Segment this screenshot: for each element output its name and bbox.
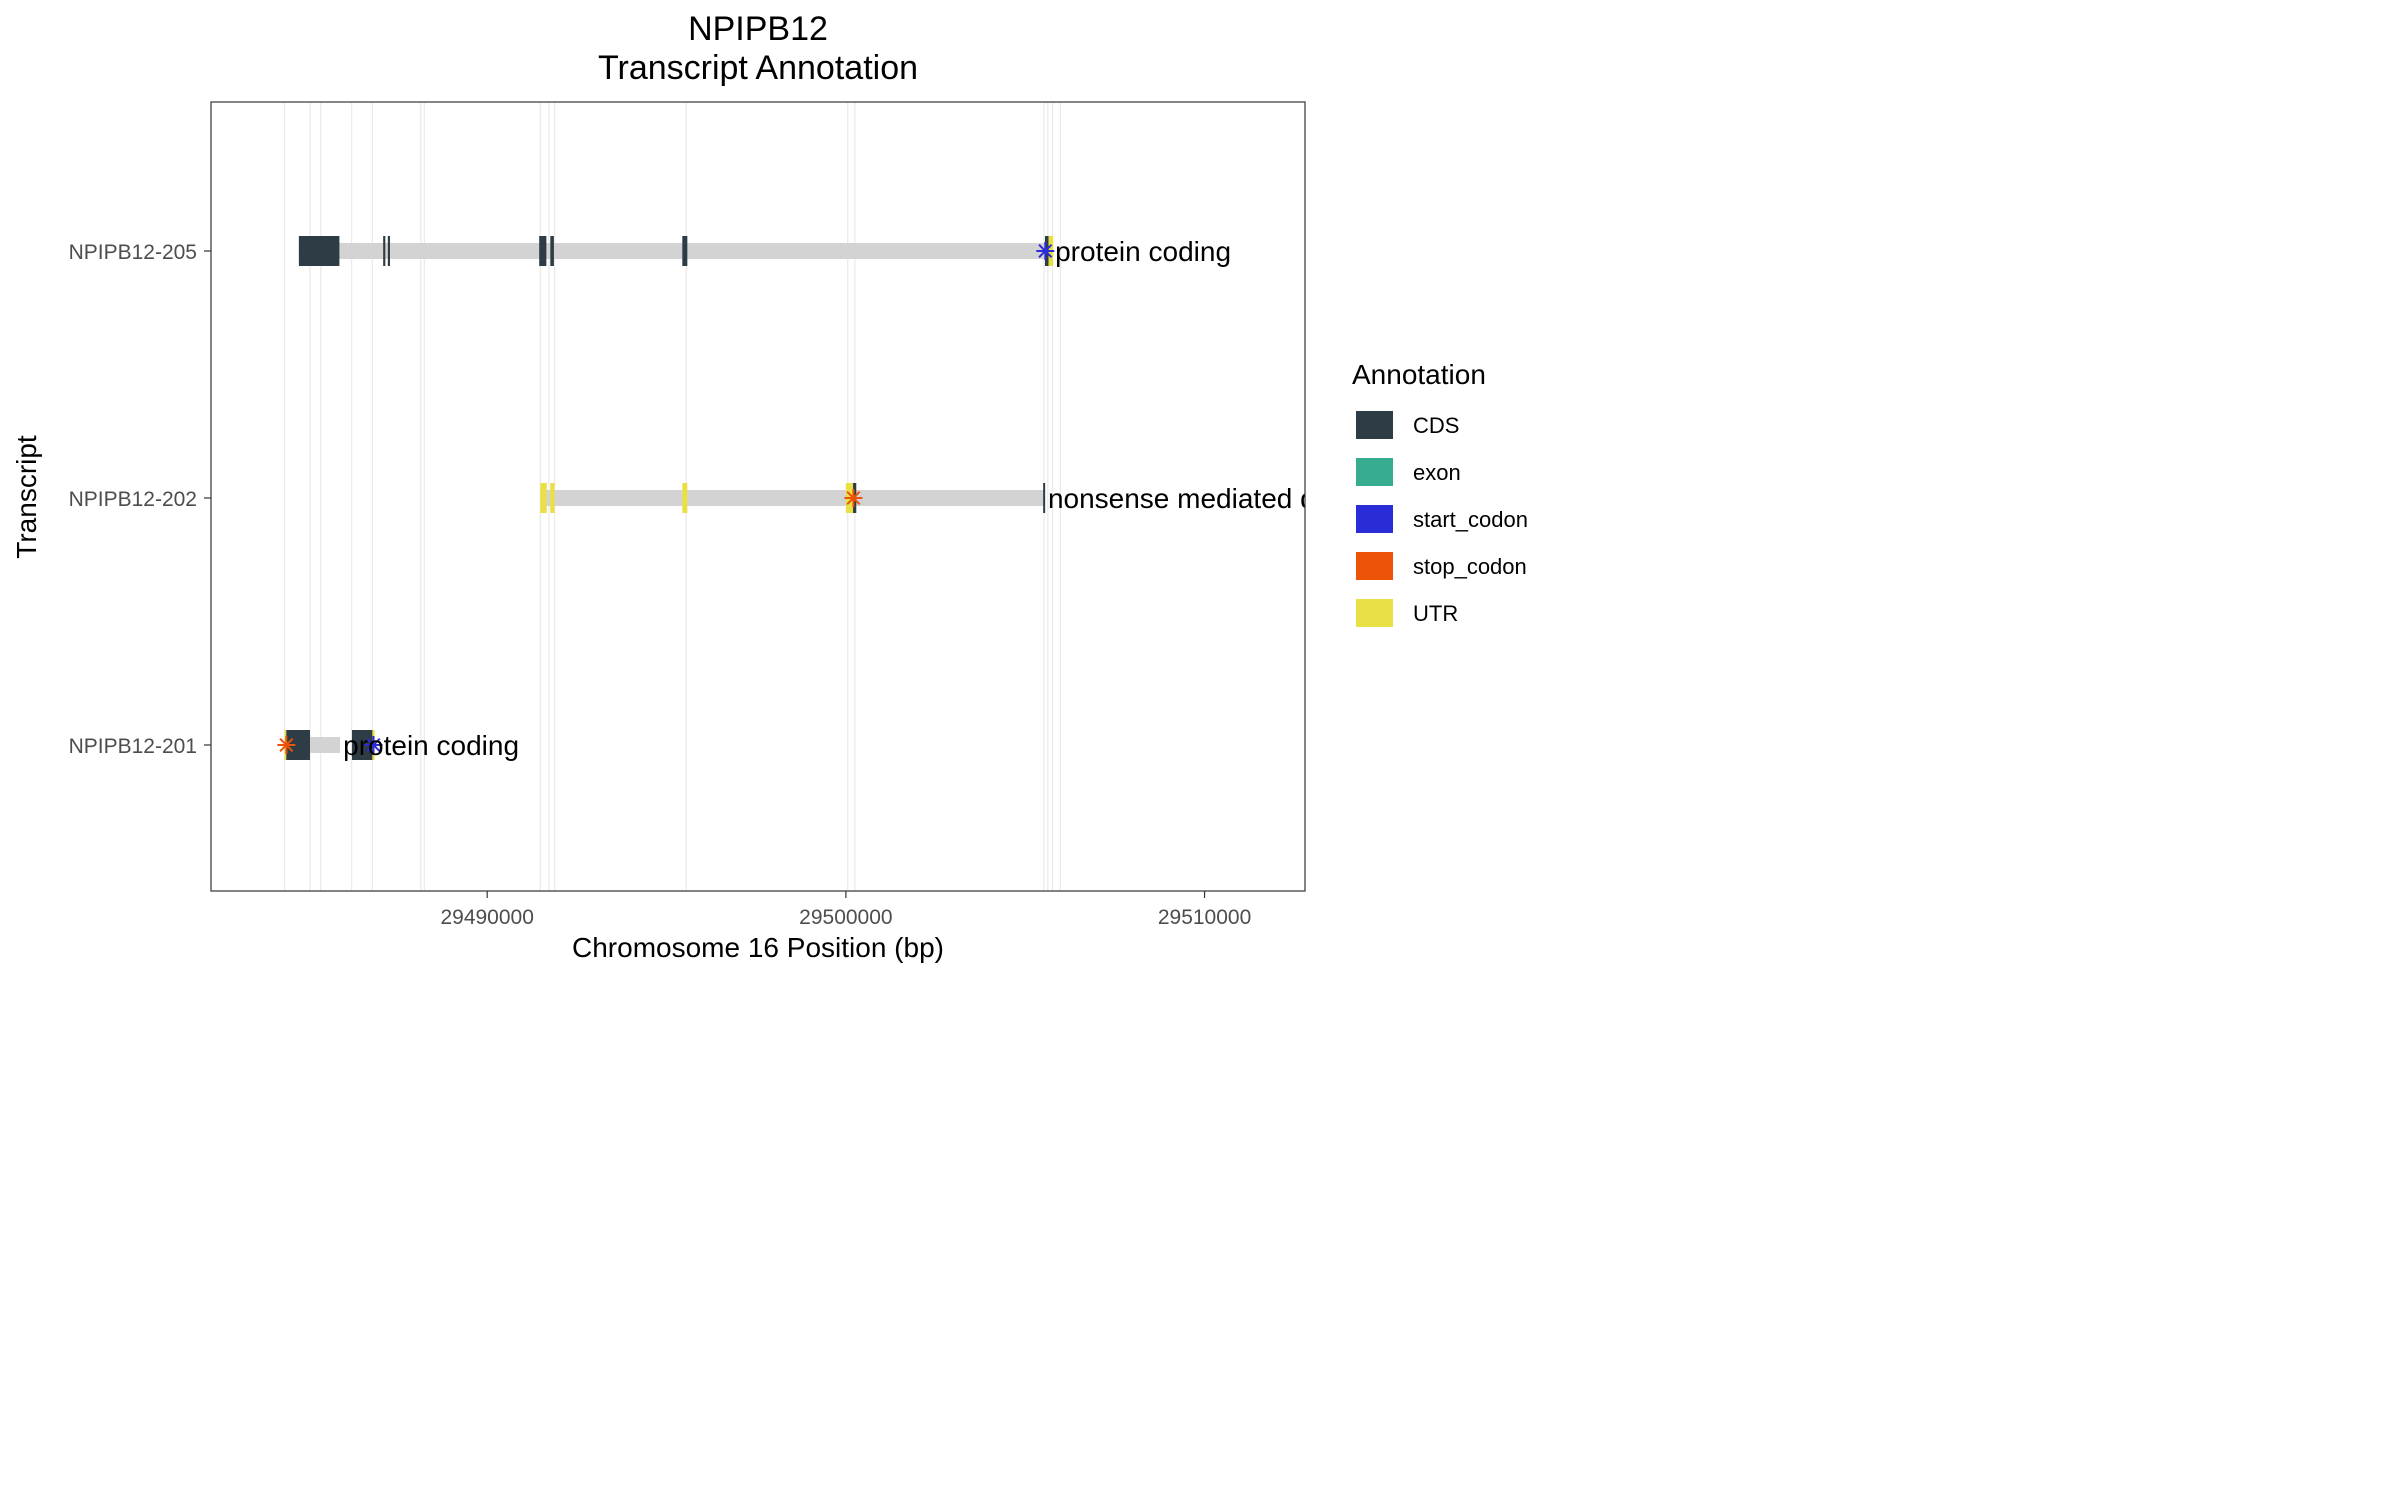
x-tick-label: 29510000 — [1158, 906, 1251, 929]
transcript-track: nonsense mediated decay — [540, 483, 1375, 514]
transcript-track: protein coding — [298, 236, 1231, 267]
legend-items: CDS exon start_codon stop_codon UTR — [1356, 411, 1528, 627]
utr-block — [682, 483, 688, 513]
transcript-annotation-chart: NPIPB12 Transcript Annotation protein co… — [11, 10, 1528, 963]
legend-label: start_codon — [1413, 507, 1528, 532]
legend-label: exon — [1413, 460, 1461, 485]
chart-title: NPIPB12 — [688, 10, 828, 48]
y-tick-label: NPIPB12-205 — [69, 241, 197, 264]
legend-swatch-utr — [1356, 599, 1393, 627]
legend: Annotation CDS exon start_codon stop_codon U… — [1352, 359, 1528, 627]
legend-swatch-cds — [1356, 411, 1393, 439]
legend-label: CDS — [1413, 413, 1459, 438]
intron-backbone — [540, 490, 1045, 506]
start-codon-marker — [1036, 242, 1055, 260]
x-tick-label: 29490000 — [440, 906, 533, 929]
legend-swatch-exon — [1356, 458, 1393, 486]
cds-block — [298, 236, 340, 266]
biotype-label: protein coding — [343, 730, 519, 761]
x-axis: 29490000 29500000 29510000 — [440, 891, 1251, 929]
transcript-track: protein coding — [277, 730, 519, 761]
transcript-tracks: protein coding nonsense mediated decay pro… — [277, 236, 1375, 761]
biotype-label: nonsense mediated decay — [1048, 483, 1375, 514]
cds-block — [1043, 483, 1046, 513]
cds-block — [550, 236, 554, 266]
x-tick-label: 29500000 — [799, 906, 892, 929]
plot-panel: protein coding nonsense mediated decay pro… — [210, 101, 1375, 892]
cds-block — [539, 236, 547, 266]
cds-block — [682, 236, 688, 266]
cds-block — [286, 730, 310, 760]
x-axis-label: Chromosome 16 Position (bp) — [572, 932, 944, 963]
cds-block — [387, 236, 390, 266]
biotype-label: protein coding — [1055, 236, 1231, 267]
stop-codon-marker — [277, 736, 296, 754]
legend-label: UTR — [1413, 601, 1458, 626]
y-axis-label: Transcript — [11, 435, 42, 559]
y-tick-label: NPIPB12-201 — [69, 735, 197, 758]
y-axis: NPIPB12-205 NPIPB12-202 NPIPB12-201 — [69, 241, 211, 758]
start-codon-marker — [364, 736, 383, 754]
y-tick-label: NPIPB12-202 — [69, 488, 197, 511]
utr-block — [550, 483, 555, 513]
legend-swatch-stop-codon — [1356, 552, 1393, 580]
cds-block — [383, 236, 386, 266]
utr-block — [540, 483, 547, 513]
legend-swatch-start-codon — [1356, 505, 1393, 533]
legend-title: Annotation — [1352, 359, 1486, 390]
stop-codon-marker — [844, 489, 863, 507]
intron-backbone — [298, 243, 1053, 259]
legend-label: stop_codon — [1413, 554, 1527, 579]
chart-subtitle: Transcript Annotation — [598, 49, 918, 87]
cds-block — [351, 730, 373, 760]
panel-border — [210, 101, 1306, 892]
